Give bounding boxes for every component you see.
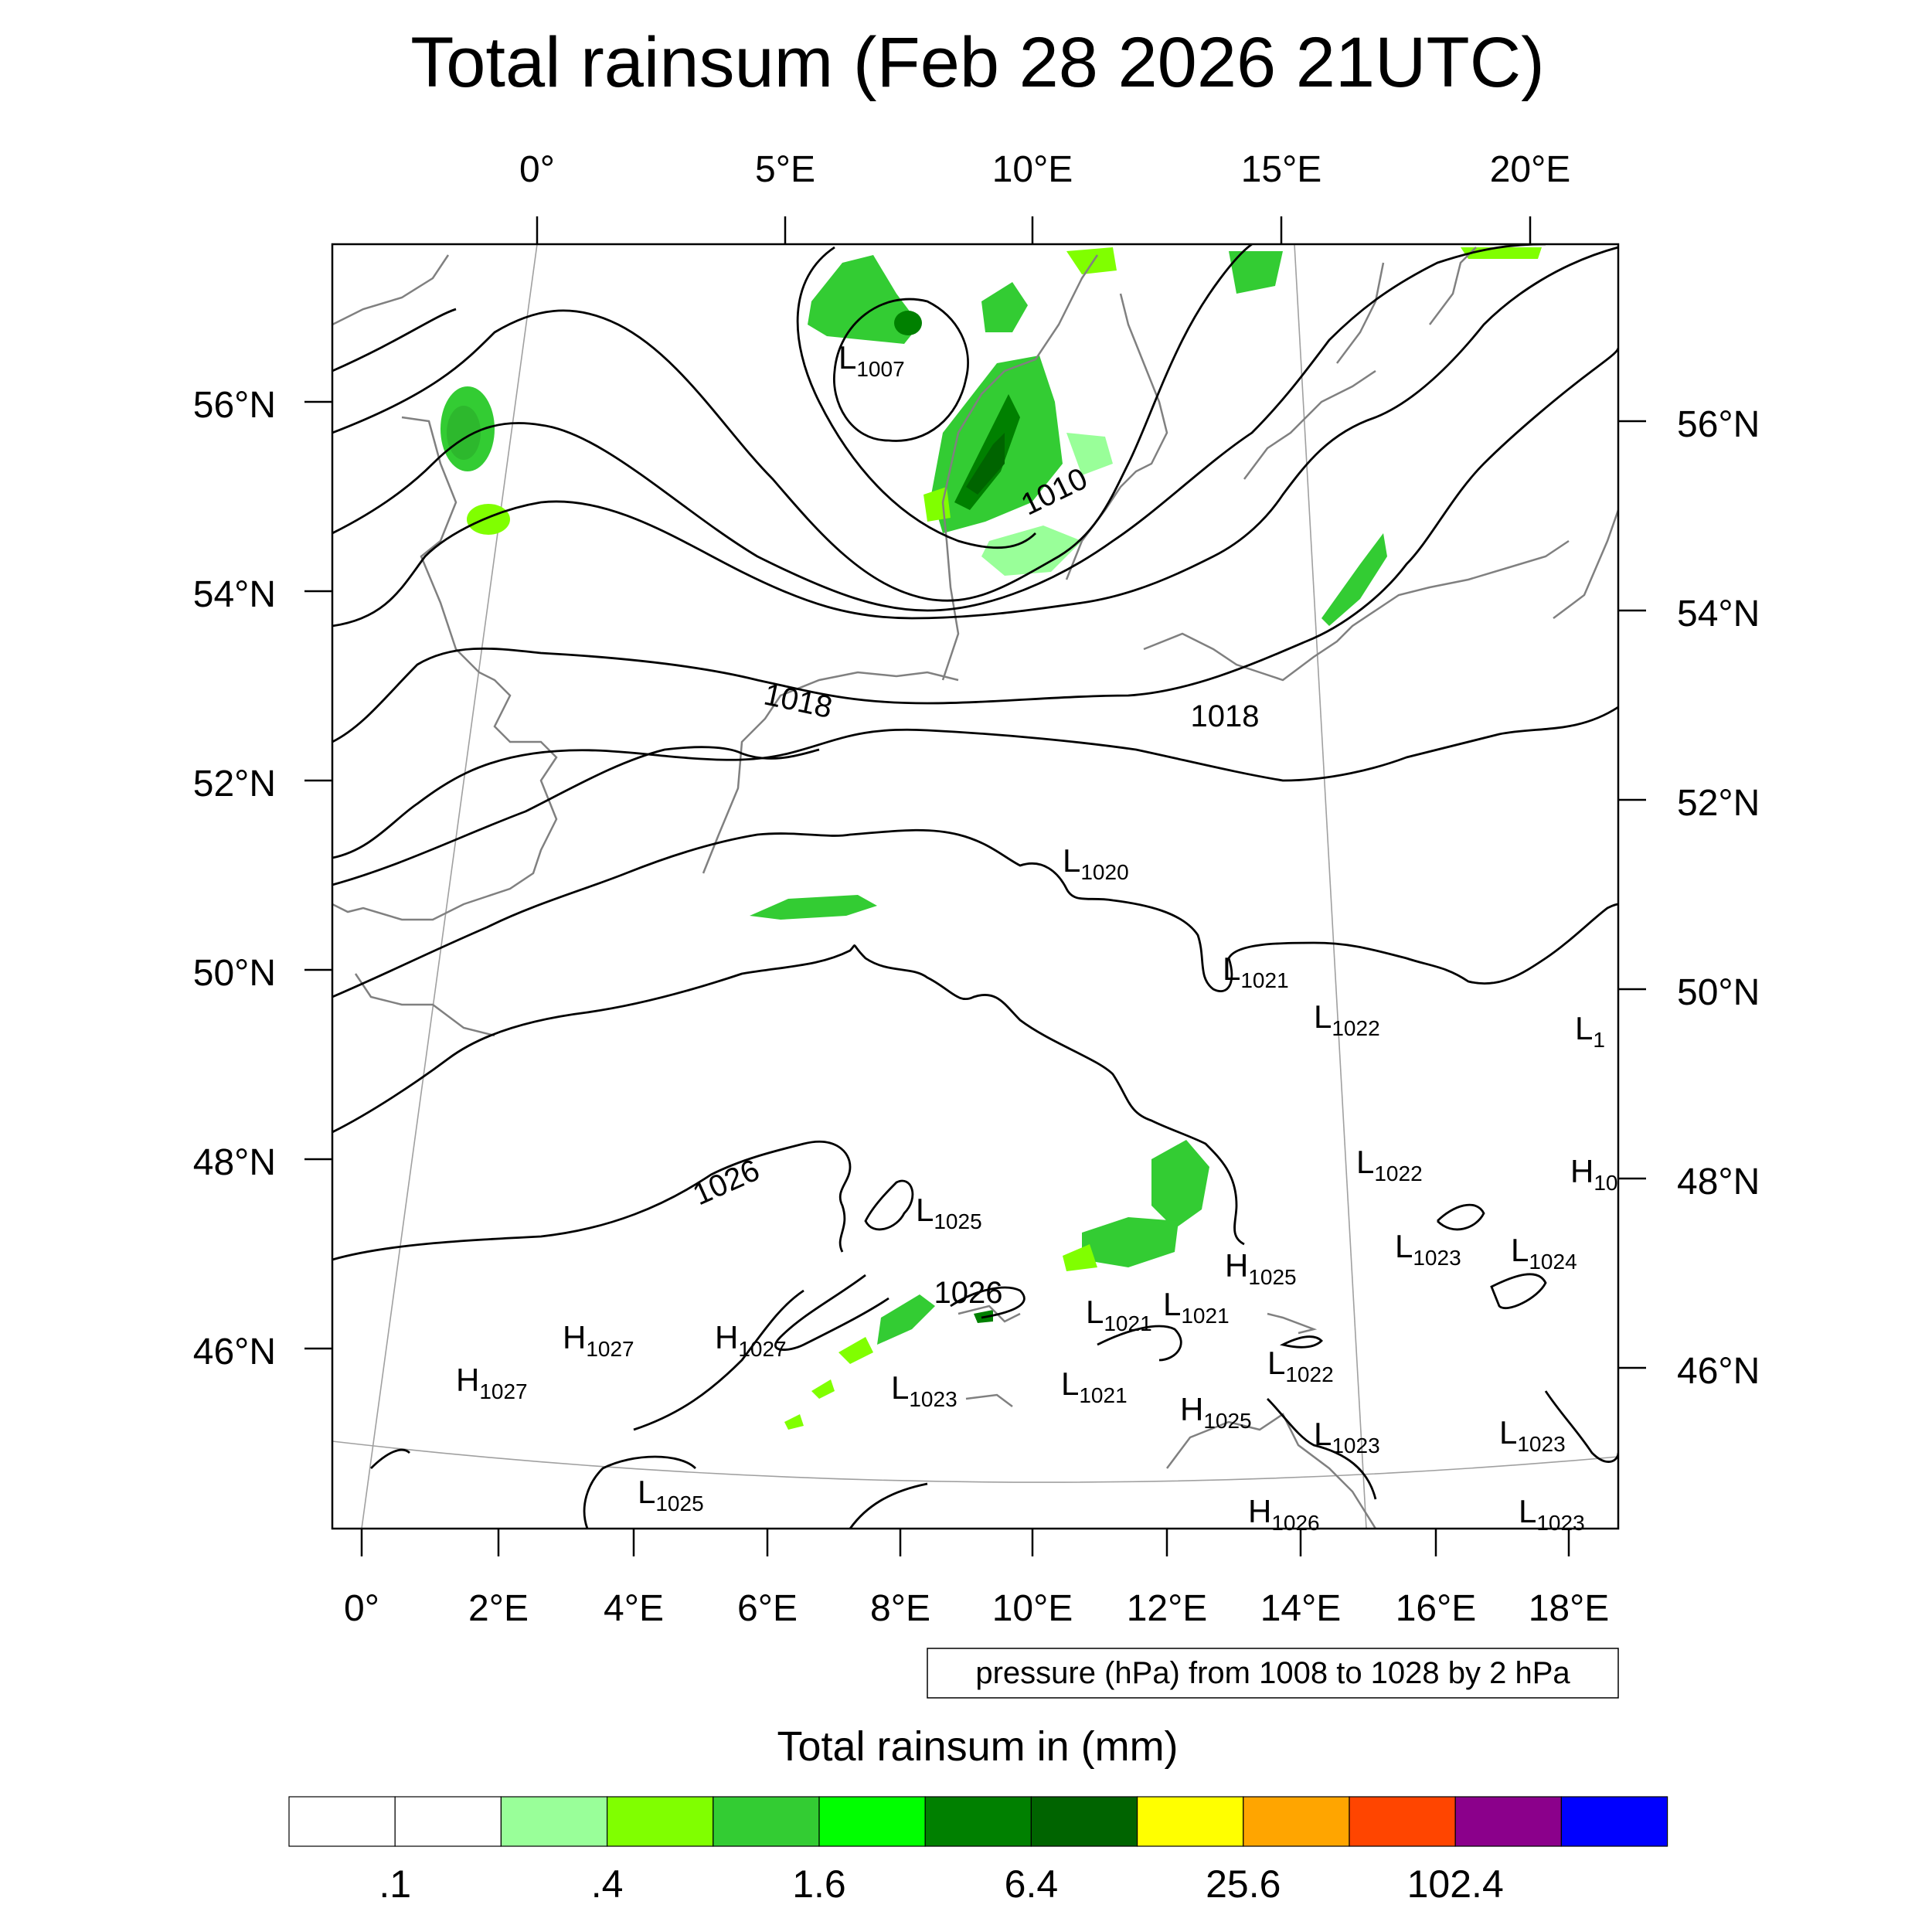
pressure-center-label: H1025 xyxy=(1225,1247,1297,1289)
bottom-lon-tick-label: 16°E xyxy=(1396,1588,1477,1629)
bottom-lon-tick-label: 18°E xyxy=(1529,1588,1610,1629)
right-lat-tick-label: 56°N xyxy=(1677,404,1760,445)
pressure-center-label: L1023 xyxy=(891,1369,957,1411)
isobars xyxy=(332,244,1618,1529)
precipitation-field xyxy=(440,247,1542,1430)
pressure-center-label: L1022 xyxy=(1356,1144,1423,1185)
right-lat-tick-label: 48°N xyxy=(1677,1162,1760,1202)
colorbar-title: Total rainsum in (mm) xyxy=(777,1723,1178,1770)
bottom-lon-tick-label: 12°E xyxy=(1127,1588,1208,1629)
pressure-center-label: L1021 xyxy=(1086,1294,1152,1335)
colorbar xyxy=(288,1796,1668,1847)
right-latitude-labels: 56°N 54°N 52°N 50°N 48°N 46°N xyxy=(1677,404,1760,1392)
left-lat-tick-label: 46°N xyxy=(193,1332,276,1372)
right-latitude-axis xyxy=(1618,420,1646,1369)
colorbar-swatch xyxy=(713,1796,820,1847)
colorbar-swatch xyxy=(394,1796,502,1847)
pressure-center-label: H10 xyxy=(1570,1153,1618,1195)
bottom-longitude-labels: 0° 2°E 4°E 6°E 8°E 10°E 12°E 14°E 16°E 1… xyxy=(344,1588,1609,1629)
left-latitude-labels: 56°N 54°N 52°N 50°N 48°N 46°N xyxy=(193,385,276,1372)
top-lon-tick-label: 5°E xyxy=(755,149,815,190)
pressure-center-label: H1027 xyxy=(563,1319,634,1361)
bottom-lon-tick-label: 0° xyxy=(344,1588,379,1629)
pressure-center-label: L1023 xyxy=(1395,1228,1461,1270)
right-lat-tick-label: 46°N xyxy=(1677,1351,1760,1392)
top-lon-tick-label: 10°E xyxy=(992,149,1073,190)
colorbar-swatch xyxy=(606,1796,714,1847)
contour-label: 1026 xyxy=(934,1276,1003,1310)
colorbar-label: .1 xyxy=(379,1862,411,1906)
pressure-center-label: H1027 xyxy=(456,1362,528,1403)
colorbar-swatch xyxy=(1560,1796,1668,1847)
top-longitude-axis xyxy=(536,216,1532,244)
bottom-longitude-axis xyxy=(360,1529,1570,1556)
top-longitude-labels: 0° 5°E 10°E 15°E 20°E xyxy=(519,149,1570,190)
pressure-center-label: H1025 xyxy=(1180,1391,1252,1433)
bottom-lon-tick-label: 14°E xyxy=(1260,1588,1342,1629)
contour-label: 1018 xyxy=(1191,699,1260,733)
coastlines xyxy=(332,247,1618,1529)
colorbar-swatch xyxy=(818,1796,926,1847)
left-lat-tick-label: 54°N xyxy=(193,574,276,615)
pressure-center-label: L1021 xyxy=(1061,1366,1128,1407)
pressure-center-label: L1023 xyxy=(1314,1416,1380,1458)
colorbar-swatch xyxy=(1349,1796,1456,1847)
pressure-center-label: L1021 xyxy=(1223,951,1289,992)
colorbar-label: .4 xyxy=(591,1862,624,1906)
pressure-center-label: L1025 xyxy=(916,1192,982,1233)
pressure-center-label: H1027 xyxy=(715,1319,787,1361)
top-lon-tick-label: 0° xyxy=(519,149,555,190)
bottom-lon-tick-label: 10°E xyxy=(992,1588,1073,1629)
top-lon-tick-label: 15°E xyxy=(1241,149,1322,190)
bottom-lon-tick-label: 8°E xyxy=(870,1588,930,1629)
right-lat-tick-label: 52°N xyxy=(1677,783,1760,824)
contour-info-text: pressure (hPa) from 1008 to 1028 by 2 hP… xyxy=(975,1656,1570,1690)
right-lat-tick-label: 50°N xyxy=(1677,972,1760,1013)
left-lat-tick-label: 52°N xyxy=(193,764,276,804)
map-title: Total rainsum (Feb 28 2026 21UTC) xyxy=(410,23,1545,102)
plot-frame xyxy=(331,243,1620,1530)
colorbar-swatch xyxy=(1243,1796,1350,1847)
pressure-centers: L1007 L1020 L1021 L1022 L1 L1022 H10 L1025 L1023… xyxy=(456,339,1618,1535)
left-lat-tick-label: 56°N xyxy=(193,385,276,426)
colorbar-label: 6.4 xyxy=(1005,1862,1059,1906)
pressure-center-label: L1024 xyxy=(1511,1232,1577,1274)
map-area xyxy=(332,244,1618,1529)
bottom-lon-tick-label: 4°E xyxy=(604,1588,664,1629)
pressure-center-label: H1026 xyxy=(1248,1493,1320,1535)
pressure-center-label: L1025 xyxy=(638,1474,704,1515)
pressure-center-label: L1022 xyxy=(1314,998,1380,1040)
left-lat-tick-label: 50°N xyxy=(193,953,276,994)
left-lat-tick-label: 48°N xyxy=(193,1142,276,1183)
colorbar-label: 25.6 xyxy=(1206,1862,1281,1906)
colorbar-swatch xyxy=(288,1796,396,1847)
colorbar-label: 1.6 xyxy=(792,1862,846,1906)
colorbar-swatch xyxy=(924,1796,1032,1847)
pressure-center-label: L1023 xyxy=(1499,1414,1566,1456)
colorbar-swatch xyxy=(500,1796,608,1847)
contour-info-box xyxy=(927,1648,1619,1699)
top-lon-tick-label: 20°E xyxy=(1490,149,1571,190)
right-lat-tick-label: 54°N xyxy=(1677,594,1760,634)
pressure-center-label: L1022 xyxy=(1267,1345,1334,1386)
colorbar-labels: .1 .4 1.6 6.4 25.6 102.4 xyxy=(379,1862,1503,1906)
bottom-lon-tick-label: 2°E xyxy=(468,1588,529,1629)
bottom-lon-tick-label: 6°E xyxy=(737,1588,798,1629)
pressure-center-label: L1020 xyxy=(1063,842,1129,884)
pressure-center-label: L1 xyxy=(1575,1010,1605,1052)
pressure-center-label: L1023 xyxy=(1519,1493,1585,1535)
graticule xyxy=(332,244,1618,1529)
colorbar-label: 102.4 xyxy=(1407,1862,1504,1906)
left-latitude-axis xyxy=(304,400,332,1350)
colorbar-swatch xyxy=(1030,1796,1138,1847)
colorbar-swatch xyxy=(1454,1796,1562,1847)
pressure-center-label: L1021 xyxy=(1163,1286,1230,1328)
pressure-center-label: L1007 xyxy=(838,339,905,381)
colorbar-swatch xyxy=(1136,1796,1244,1847)
